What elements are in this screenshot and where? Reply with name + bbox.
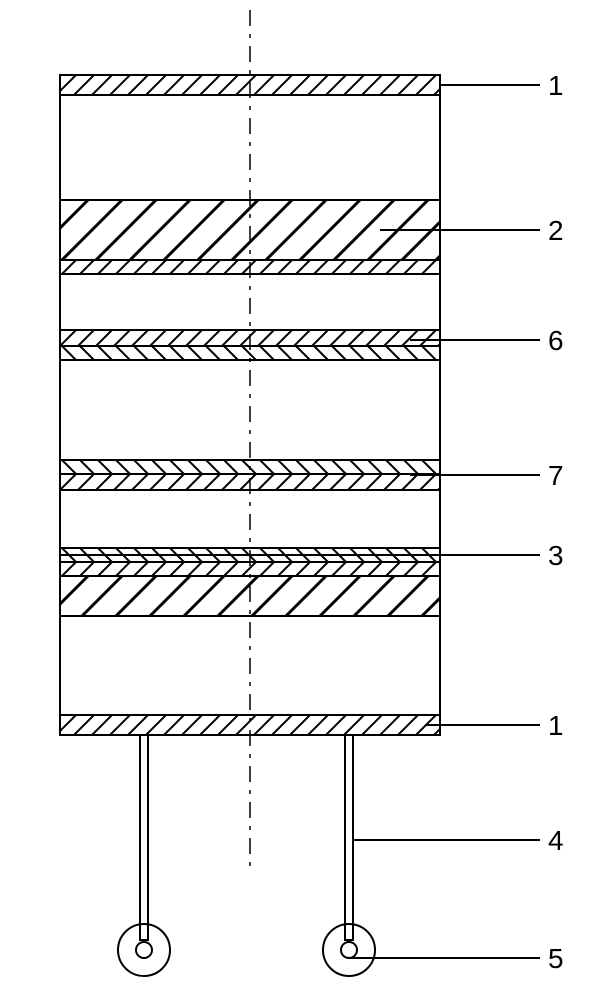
callout-1: 1 xyxy=(548,70,564,102)
diagram-svg xyxy=(0,0,610,1000)
callout-6: 6 xyxy=(548,325,564,357)
callout-4: 4 xyxy=(548,825,564,857)
callout-1b: 1 xyxy=(548,710,564,742)
callout-7: 7 xyxy=(548,460,564,492)
callout-3: 3 xyxy=(548,540,564,572)
diagram-canvas: 1 2 6 7 3 1 4 5 xyxy=(0,0,610,1000)
callout-2: 2 xyxy=(548,215,564,247)
callout-5: 5 xyxy=(548,943,564,975)
